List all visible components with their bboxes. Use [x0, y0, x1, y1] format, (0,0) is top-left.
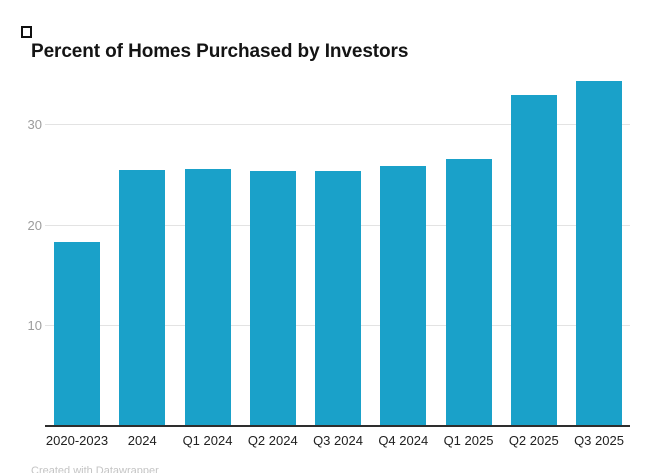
- bar-q4-2024: [380, 165, 427, 427]
- bars-layer: [46, 60, 630, 427]
- gridline-30: [45, 124, 630, 126]
- x-axis-label-q2-2024: Q2 2024: [247, 433, 298, 448]
- x-axis-label-q1-2024: Q1 2024: [182, 433, 233, 448]
- x-axis-label-q4-2024: Q4 2024: [378, 433, 429, 448]
- bar-2024: [119, 169, 166, 427]
- bar-q3-2025: [576, 81, 622, 427]
- bar-2020-2023: [54, 242, 100, 427]
- x-axis-label-q2-2025: Q2 2025: [508, 433, 559, 448]
- bar-q3-2024: [315, 170, 361, 427]
- chart-title: Percent of Homes Purchased by Investors: [31, 40, 409, 62]
- y-axis-tick-label-10: 10: [27, 318, 42, 334]
- x-axis-label-q3-2024: Q3 2024: [313, 433, 363, 448]
- y-axis-tick-label-20: 20: [27, 217, 42, 233]
- bar-q1-2025: [445, 158, 492, 427]
- x-axis-label-q1-2025: Q1 2025: [443, 433, 494, 448]
- x-axis-labels: 2020-2023 2024 Q1 2024 Q2 2024 Q3 2024 Q4 202…: [46, 433, 630, 448]
- cropped-bullet-glyph: [21, 26, 32, 38]
- x-axis-label-2020-2023: 2020-2023: [45, 433, 109, 448]
- bar-q1-2024: [184, 168, 231, 427]
- plot-area: [45, 60, 630, 427]
- x-axis-label-q3-2025: Q3 2025: [574, 433, 624, 448]
- x-axis-label-2024: 2024: [127, 433, 157, 448]
- bar-q2-2025: [510, 95, 557, 427]
- bar-q2-2024: [249, 170, 296, 427]
- y-axis-tick-label-30: 30: [27, 117, 42, 133]
- x-axis-line: [45, 425, 630, 427]
- credit-text: Created with Datawrapper: [31, 465, 159, 473]
